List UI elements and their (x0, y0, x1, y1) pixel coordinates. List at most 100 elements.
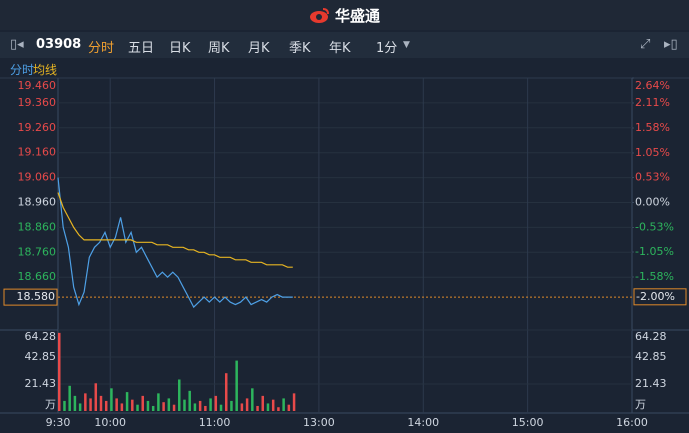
y-tick-label: 19.460 (18, 79, 57, 92)
y-tick-label: 18.960 (18, 196, 57, 209)
y2-tick-label: 0.00% (635, 196, 670, 209)
volume-bar (271, 399, 275, 411)
volume-bar (162, 402, 165, 411)
volume-bar (115, 398, 118, 411)
y-tick-label: 19.160 (18, 146, 57, 159)
volume-bar (89, 398, 92, 411)
volume-bar (256, 405, 259, 411)
volume-tick-label: 42.85 (635, 350, 667, 363)
volume-bar (224, 373, 228, 411)
collapse-icon[interactable]: ▯◂ (10, 37, 24, 52)
y2-tick-label: 1.58% (635, 121, 670, 134)
volume-tick-label: 42.85 (25, 350, 57, 363)
volume-bar (141, 395, 144, 411)
legend-entry[interactable]: 均线 (33, 63, 58, 77)
volume-bar (125, 392, 129, 411)
volume-bar (94, 383, 98, 411)
last-change-box (633, 288, 687, 306)
x-tick-label: 11:00 (199, 416, 231, 429)
volume-bar (188, 390, 191, 411)
y-tick-label: 18.760 (18, 245, 57, 258)
volume-bar (266, 403, 270, 411)
x-tick-label: 9:30 (46, 416, 71, 429)
last-price-box (3, 288, 58, 306)
volume-bar (209, 398, 212, 411)
volume-bar (193, 403, 197, 411)
y-tick-label: 19.060 (18, 171, 57, 184)
volume-bar (261, 395, 265, 411)
volume-tick-label: 21.43 (25, 377, 57, 390)
volume-bar (68, 385, 71, 411)
y2-tick-label: -0.53% (635, 220, 674, 233)
side-icon[interactable]: ▸▯ (664, 37, 678, 52)
y2-tick-label: 0.53% (635, 171, 670, 184)
volume-bar (110, 388, 113, 411)
volume-bar (183, 399, 186, 411)
volume-bar (214, 395, 218, 411)
volume-bar (198, 400, 202, 411)
tab[interactable]: 周K (208, 41, 230, 56)
volume-bar (104, 400, 108, 411)
volume-bar (157, 393, 160, 411)
volume-bar (78, 403, 82, 411)
volume-bar (99, 395, 103, 411)
x-tick-label: 13:00 (303, 416, 335, 429)
header: 华盛通 (0, 0, 689, 30)
x-tick-label: 14:00 (407, 416, 439, 429)
last-price-label: 18.580 (17, 290, 56, 303)
legend-entry[interactable]: 分时 (10, 63, 35, 77)
volume-bar (84, 393, 87, 411)
tab[interactable]: 五日 (128, 41, 155, 56)
tab[interactable]: 季K (289, 41, 311, 56)
expand-icon[interactable]: ⤢ (640, 37, 651, 52)
volume-bar (151, 405, 155, 411)
x-tick-label: 15:00 (512, 416, 544, 429)
stock-code: 03908 (36, 37, 82, 52)
volume-bar (287, 404, 291, 411)
volume-bar (240, 403, 244, 411)
y2-tick-label: 2.11% (635, 96, 670, 109)
y2-tick-label: 2.64% (635, 79, 670, 92)
tab[interactable]: 分时 (88, 41, 115, 56)
logo: 华盛通 (309, 0, 380, 30)
legend: 分时 均线 (0, 59, 689, 78)
volume-bar (292, 393, 296, 411)
y-tick-label: 19.260 (18, 121, 57, 134)
last-change-label: -2.00% (636, 290, 675, 303)
y2-tick-label: 1.05% (635, 146, 670, 159)
dropdown-arrow[interactable]: ▼ (403, 40, 410, 50)
volume-bar (63, 400, 66, 411)
volume-bar (204, 405, 207, 411)
y-tick-label: 18.860 (18, 220, 57, 233)
volume-bar (251, 388, 254, 411)
volume-unit: 万 (635, 398, 646, 411)
volume-unit: 万 (45, 398, 56, 411)
tab[interactable]: 月K (248, 41, 270, 56)
volume-bar (136, 404, 139, 411)
y2-tick-label: -1.05% (635, 245, 674, 258)
y-tick-label: 18.660 (18, 270, 57, 283)
volume-bar (235, 360, 238, 411)
toolbar: ▯◂ 03908 分时 五日 日K 周K 月K 季K 年K 1分 ▼ ⤢ ▸▯ (0, 32, 689, 58)
logo-text: 华盛通 (334, 6, 380, 25)
volume-tick-label: 64.28 (635, 330, 667, 343)
series-line (57, 177, 293, 309)
volume-bar (245, 398, 249, 411)
x-tick-label: 16:00 (616, 416, 648, 429)
volume-bar (58, 332, 61, 411)
volume-bar (146, 400, 150, 411)
volume-bar (277, 407, 280, 411)
series-line (57, 192, 293, 268)
interval-select[interactable]: 1分 (376, 41, 398, 56)
volume-bar (131, 399, 134, 411)
volume-bar (230, 400, 233, 411)
x-tick-label: 10:00 (94, 416, 126, 429)
volume-tick-label: 64.28 (25, 330, 57, 343)
volume-bar (167, 398, 171, 411)
tab[interactable]: 日K (169, 41, 191, 56)
volume-bar (172, 404, 176, 411)
tab[interactable]: 年K (329, 41, 351, 56)
y2-tick-label: -1.58% (635, 270, 674, 283)
